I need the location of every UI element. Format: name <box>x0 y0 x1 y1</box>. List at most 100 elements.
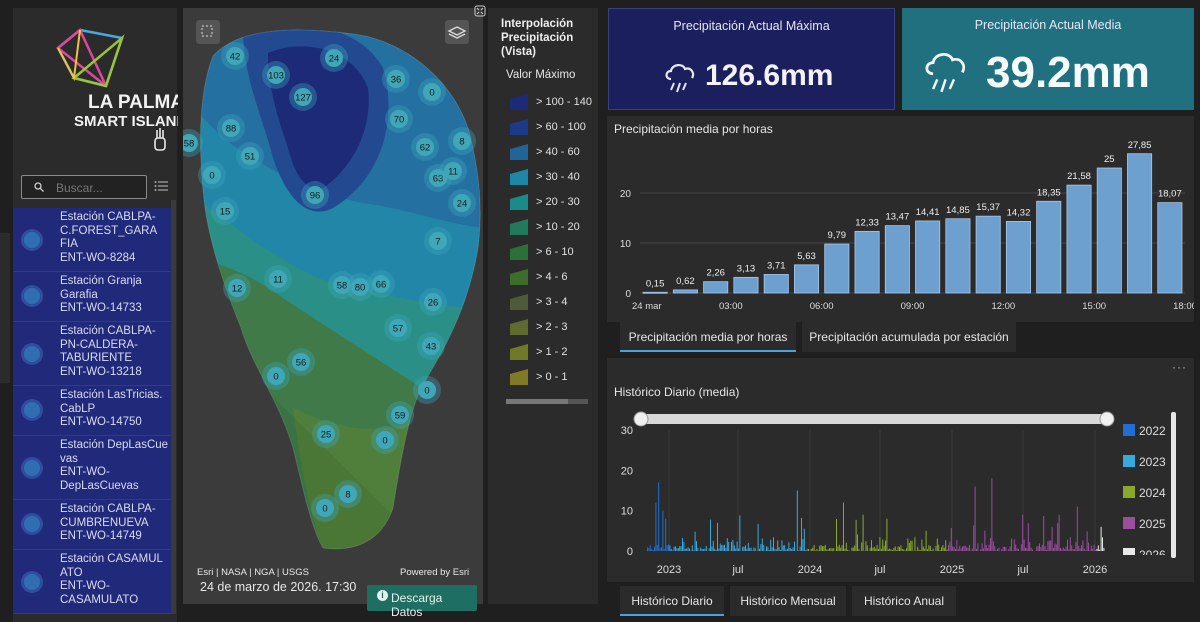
layers-icon[interactable] <box>445 20 469 44</box>
station-cluster-marker[interactable]: 25 <box>312 420 340 448</box>
station-item[interactable]: Estación CABLPA- CUMBRENUEVA ENT-WO-1474… <box>13 500 171 550</box>
tab-annual-history[interactable]: Histórico Anual <box>852 586 956 616</box>
station-cluster-marker[interactable]: 51 <box>236 142 264 170</box>
station-item[interactable]: Estación CASAMUL ATO ENT-WO- CASAMULATO <box>13 550 171 614</box>
station-cluster-marker[interactable]: 43 <box>417 332 445 360</box>
hourly-bar[interactable] <box>703 281 729 294</box>
daily-bar <box>1095 549 1096 551</box>
legend-label: 2025 <box>1139 517 1166 531</box>
y-tick-label: 0 <box>625 289 631 300</box>
precipitation-map[interactable]: 42 103 24 127 36 0 88 70 58 51 62 8 0 63 11 96 15 24 7 12 11… <box>183 8 483 604</box>
station-cluster-marker[interactable]: 59 <box>386 401 414 429</box>
bar-value-label: 3,71 <box>767 260 786 271</box>
station-cluster-marker[interactable]: 58 <box>328 271 356 299</box>
hourly-bar[interactable] <box>884 225 910 294</box>
station-item[interactable]: Estación CABLPA- C.FOREST_GARA FIA ENT-W… <box>13 208 171 272</box>
station-cluster-marker[interactable]: 24 <box>320 44 348 72</box>
station-cluster-marker[interactable]: 11 <box>439 157 467 185</box>
range-slider-start-handle[interactable] <box>633 411 649 427</box>
history-chart[interactable]: 0 10 20 30 2023 jul 2024 jul 2025 jul 2026 2022 2023… <box>607 358 1194 582</box>
hourly-bar[interactable] <box>1127 153 1153 294</box>
range-slider-track[interactable] <box>640 414 1108 424</box>
station-cluster-marker[interactable]: 56 <box>287 348 315 376</box>
tab-accumulated-by-station[interactable]: Precipitación acumulada por estación <box>802 322 1016 352</box>
bar-value-label: 2,26 <box>706 268 725 279</box>
station-item[interactable]: Estación CABLPA- PN-CALDERA- TABURIENTE … <box>13 322 171 386</box>
station-cluster-marker[interactable]: 127 <box>289 83 317 111</box>
legend-scrollbar[interactable] <box>1171 412 1176 558</box>
expand-icon[interactable] <box>474 5 486 17</box>
hourly-bar[interactable] <box>642 291 668 294</box>
hourly-bar[interactable] <box>1005 221 1031 294</box>
filter-list-icon[interactable] <box>154 180 168 192</box>
daily-bar <box>806 549 808 551</box>
hourly-bar[interactable] <box>1157 202 1183 294</box>
history-legend-item[interactable]: 2024 <box>1123 486 1166 500</box>
station-cluster-marker[interactable]: 0 <box>413 376 441 404</box>
station-cluster-marker[interactable]: 42 <box>221 42 249 70</box>
hourly-bar[interactable] <box>1036 200 1062 294</box>
station-item[interactable]: Estación Granja Garafia ENT-WO-14733 <box>13 272 171 322</box>
hourly-bar[interactable] <box>672 289 698 294</box>
station-cluster-marker[interactable]: 96 <box>301 181 329 209</box>
station-cluster-marker[interactable]: 0 <box>198 161 226 189</box>
station-cluster-marker[interactable]: 24 <box>448 189 476 217</box>
history-legend-item[interactable]: 2022 <box>1123 424 1166 438</box>
bar-value-label: 14,41 <box>916 207 940 218</box>
station-cluster-marker[interactable]: 88 <box>217 114 245 142</box>
daily-bar <box>798 550 800 551</box>
hourly-bar[interactable] <box>824 243 850 294</box>
station-cluster-marker[interactable]: 0 <box>311 494 339 522</box>
hourly-bar[interactable] <box>794 264 820 294</box>
station-cluster-marker[interactable]: 36 <box>382 65 410 93</box>
range-slider-end-handle[interactable] <box>1099 411 1115 427</box>
station-cluster-marker[interactable]: 62 <box>411 133 439 161</box>
station-item[interactable]: Estación DepLasCue vas ENT-WO- DepLasCue… <box>13 436 171 500</box>
select-tool-icon[interactable] <box>196 20 220 44</box>
daily-bar <box>1081 545 1082 551</box>
history-legend-item[interactable]: 2023 <box>1123 455 1166 469</box>
station-cluster-marker[interactable]: 103 <box>262 61 290 89</box>
hourly-bar[interactable] <box>1096 167 1122 294</box>
daily-bar <box>647 547 648 551</box>
legend-scrollbar[interactable] <box>506 399 588 404</box>
daily-bar <box>1004 546 1005 551</box>
station-cluster-marker[interactable]: 0 <box>418 78 446 106</box>
station-cluster-marker[interactable]: 7 <box>424 227 452 255</box>
station-cluster-marker[interactable]: 0 <box>262 362 290 390</box>
daily-bar <box>1055 544 1057 551</box>
collapse-handle[interactable] <box>0 233 10 383</box>
station-list-scrollbar[interactable] <box>171 200 176 614</box>
tab-monthly-history[interactable]: Histórico Mensual <box>730 586 846 616</box>
station-cluster-marker[interactable]: 0 <box>371 426 399 454</box>
hourly-bar[interactable] <box>1066 184 1092 294</box>
daily-bar <box>956 540 958 551</box>
station-cluster-marker[interactable]: 80 <box>346 273 374 301</box>
search-box[interactable] <box>21 175 147 199</box>
hourly-bar[interactable] <box>733 276 759 294</box>
hourly-bar[interactable] <box>945 218 971 294</box>
station-cluster-marker[interactable]: 8 <box>448 127 476 155</box>
station-cluster-marker[interactable]: 57 <box>384 314 412 342</box>
hourly-bar[interactable] <box>763 274 789 294</box>
station-cluster-marker[interactable]: 12 <box>223 274 251 302</box>
more-options-icon[interactable]: ··· <box>1172 360 1187 374</box>
hourly-bar[interactable] <box>975 215 1001 294</box>
station-cluster-marker[interactable]: 15 <box>211 197 239 225</box>
station-cluster-marker[interactable]: 8 <box>334 480 362 508</box>
daily-bar <box>768 549 770 551</box>
station-item[interactable]: Estación LasTricias. CabLP ENT-WO-14750 <box>13 386 171 436</box>
tab-daily-history[interactable]: Histórico Diario <box>620 586 724 616</box>
history-legend-item[interactable]: 2025 <box>1123 517 1166 531</box>
tab-hourly-mean[interactable]: Precipitación media por horas <box>620 322 796 352</box>
station-cluster-marker[interactable]: 66 <box>367 270 395 298</box>
download-data-button[interactable]: i Descarga Datos <box>367 585 477 619</box>
search-input[interactable] <box>54 180 146 196</box>
daily-bar <box>701 548 703 551</box>
station-cluster-marker[interactable]: 26 <box>419 288 447 316</box>
station-cluster-marker[interactable]: 11 <box>264 265 292 293</box>
hourly-bar[interactable] <box>915 220 941 294</box>
station-cluster-marker[interactable]: 58 <box>183 129 203 157</box>
station-cluster-marker[interactable]: 70 <box>385 105 413 133</box>
hourly-bar[interactable] <box>854 230 880 294</box>
